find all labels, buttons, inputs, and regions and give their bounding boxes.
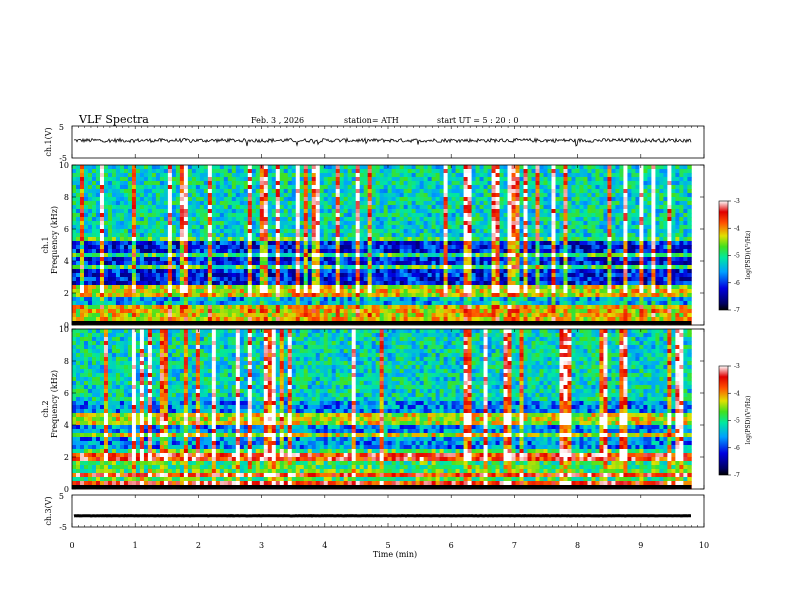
xtick-label: 3	[259, 541, 264, 550]
ytick-label: 0	[64, 321, 69, 330]
ytick-label: 8	[64, 357, 69, 366]
colorbar-tick-label: -5	[734, 418, 740, 425]
colorbar-tick-label: -6	[734, 280, 740, 287]
ch3-ytick-bottom: -5	[59, 523, 67, 532]
ch1-colorbar-ticks: -3 -4 -5 -6 -7	[728, 198, 740, 314]
colorbar-tick-label: -3	[734, 363, 740, 370]
colorbar-tick-label: -7	[734, 307, 740, 314]
ytick-label: 4	[64, 421, 69, 430]
colorbar-tick-label: -5	[734, 253, 740, 260]
ch1-yticks: 0 2 4 6 8 10	[59, 161, 704, 330]
xtick-label: 10	[699, 541, 709, 550]
ytick-label: 2	[64, 289, 69, 298]
ytick-label: 10	[59, 325, 69, 334]
colorbar-tick-label: -6	[734, 445, 740, 452]
ch1-colorbar-label: log(PSD)(V²/Hz)	[745, 231, 752, 280]
ch1-ytick-top: 5	[59, 123, 64, 132]
date-label: Feb. 3 , 2026	[251, 116, 304, 125]
xtick-label: 7	[512, 541, 517, 550]
ch2-frequency-label: Frequency (kHz)	[50, 370, 59, 438]
ch1-frequency-label: Frequency (kHz)	[50, 206, 59, 274]
ch1-waveform-panel: 5 -5 ch.1(V)	[44, 123, 705, 163]
ch2-yticks: 0 2 4 6 8 10	[59, 325, 704, 494]
ch1-colorbar: -3 -4 -5 -6 -7 log(PSD)(V²/Hz)	[718, 198, 752, 314]
ch1-channel-label: ch.1	[41, 236, 50, 253]
xtick-label: 2	[196, 541, 201, 550]
xtick-label: 5	[385, 541, 390, 550]
ch2-colorbar-ticks: -3 -4 -5 -6 -7	[728, 363, 740, 479]
ch1-ylabel: ch.1(V)	[44, 127, 53, 156]
station-label: station= ATH	[344, 116, 399, 125]
colorbar-tick-label: -3	[734, 198, 740, 205]
ch1-waveform-trace	[73, 137, 692, 147]
ch1-spectrogram-panel: 0 2 4 6 8 10 ch.1 Frequency (kHz) -3 -4 -5 -6 -7 …	[41, 161, 752, 330]
ch1-ytick-bottom: -5	[59, 154, 67, 163]
xtick-label: 9	[638, 541, 643, 550]
ch2-spectrogram-image	[72, 329, 692, 490]
colorbar-tick-label: -4	[734, 390, 740, 397]
xtick-label: 8	[575, 541, 580, 550]
ch2-colorbar-label: log(PSD)(V²/Hz)	[745, 396, 752, 445]
colorbar-tick-label: -4	[734, 225, 740, 232]
start-ut-label: start UT = 5 : 20 : 0	[437, 116, 518, 125]
ch3-ytick-top: 5	[59, 492, 64, 501]
ch2-channel-label: ch.2	[41, 400, 50, 417]
chart-title: VLF Spectra	[78, 113, 149, 126]
xtick-label: 0	[69, 541, 74, 550]
xtick-label: 4	[322, 541, 327, 550]
colorbar-tick-label: -7	[734, 472, 740, 479]
ch2-spectrogram-panel: 0 2 4 6 8 10 ch.2 Frequency (kHz) -3 -4 -5 -6 -7 …	[41, 325, 752, 494]
ytick-label: 4	[64, 257, 69, 266]
ytick-label: 0	[64, 485, 69, 494]
ytick-label: 2	[64, 453, 69, 462]
ch3-ylabel: ch.3(V)	[44, 496, 53, 525]
ch2-colorbar: -3 -4 -5 -6 -7 log(PSD)(V²/Hz)	[718, 363, 752, 479]
ytick-label: 6	[64, 225, 69, 234]
ch1-spectrogram-image	[72, 165, 692, 326]
ytick-label: 10	[59, 161, 69, 170]
xtick-label: 6	[449, 541, 454, 550]
time-axis: 0 1 2 3 4 5 6 7 8 9 10	[69, 126, 709, 550]
ch3-waveform-panel: 5 -5 ch.3(V)	[44, 492, 705, 532]
time-axis-label: Time (min)	[373, 550, 417, 559]
xtick-label: 1	[133, 541, 138, 550]
ytick-label: 6	[64, 389, 69, 398]
ytick-label: 8	[64, 193, 69, 202]
